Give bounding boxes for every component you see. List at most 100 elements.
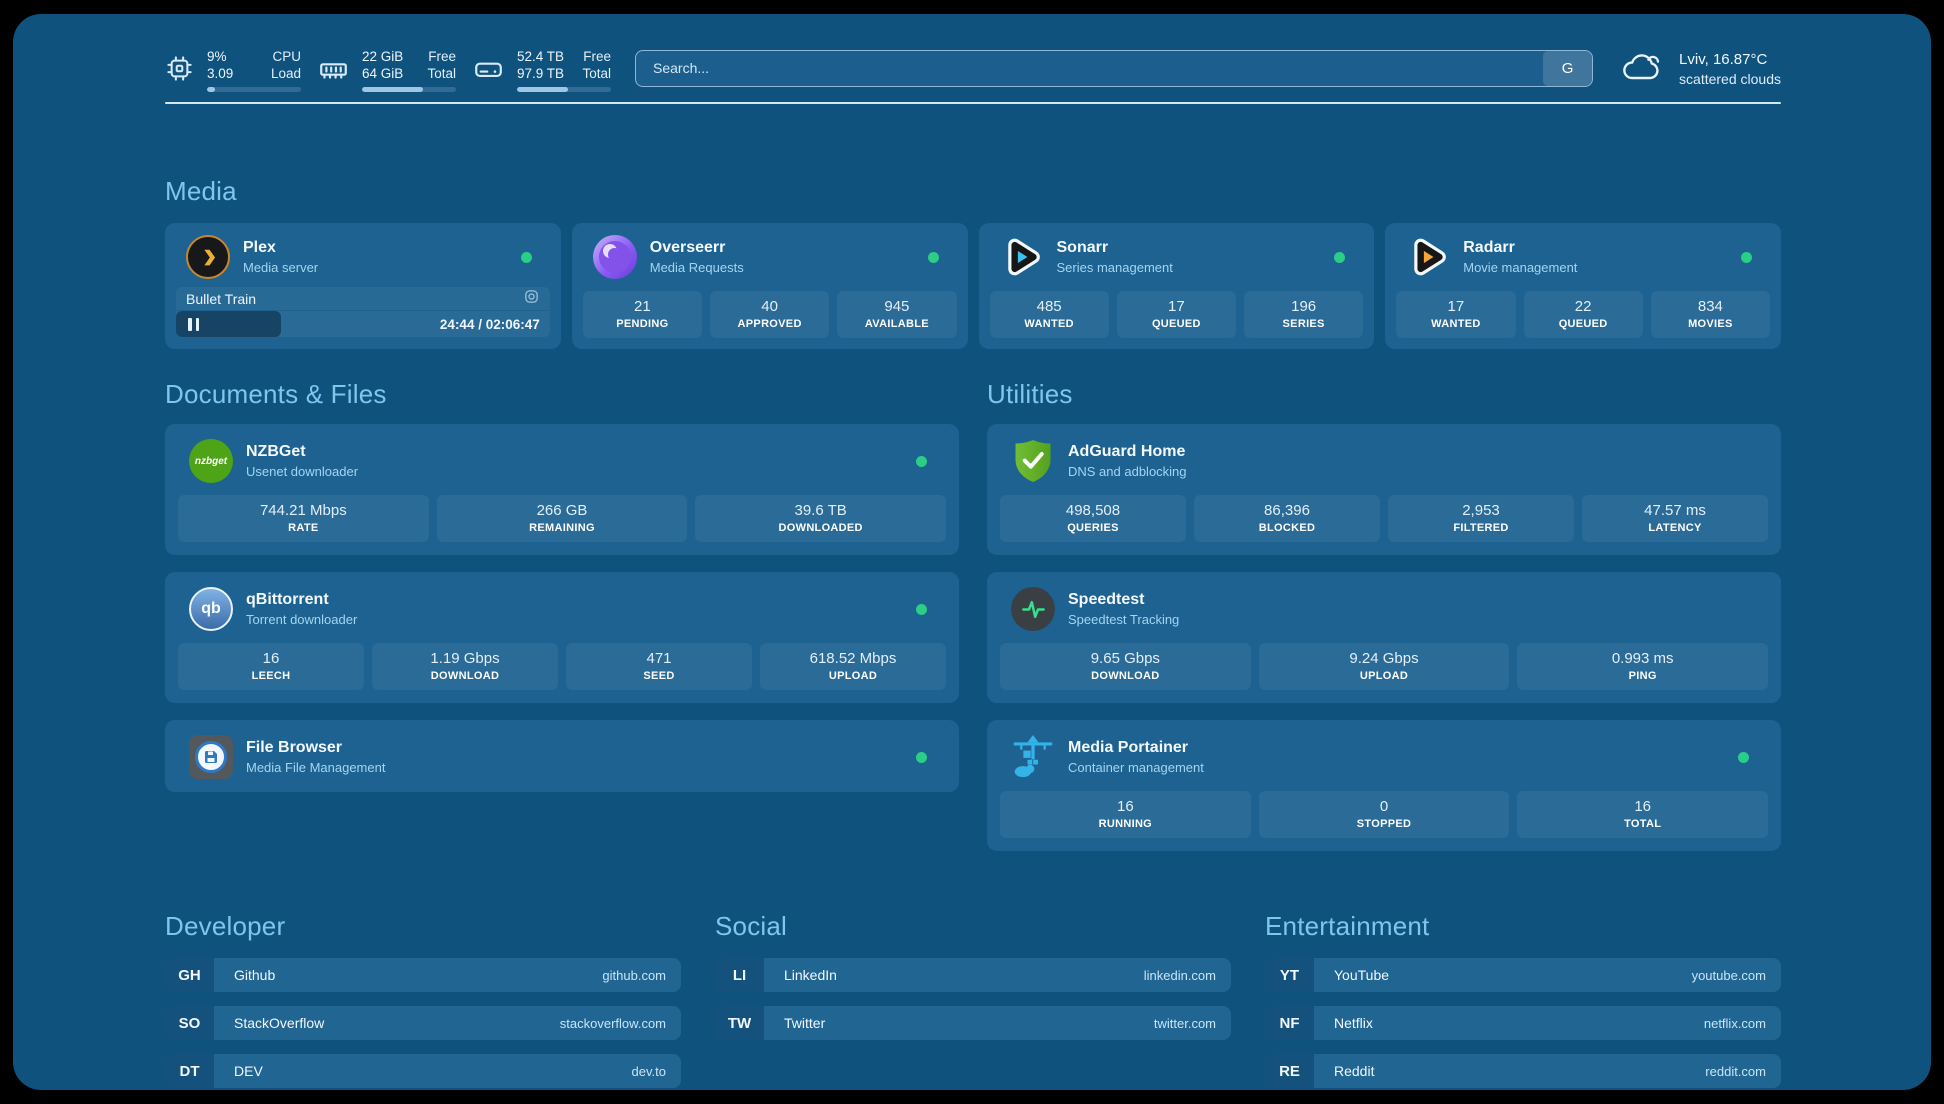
ram-icon — [318, 54, 349, 92]
bookmark-youtube[interactable]: YT YouTube youtube.com — [1265, 958, 1781, 992]
portainer-icon — [1011, 735, 1055, 779]
bookmark-name: Reddit — [1334, 1063, 1375, 1079]
bookmark-domain: netflix.com — [1703, 1015, 1766, 1031]
disk-progress-bar — [517, 87, 611, 92]
playback-progress-fill — [176, 311, 281, 337]
disk-labels: Free Total — [582, 49, 611, 81]
stat-wanted: 485 WANTED — [989, 291, 1109, 338]
status-dot — [1738, 751, 1749, 763]
stat-upload: 9.24 Gbps UPLOAD — [1258, 643, 1510, 690]
app-name: AdGuard Home — [1068, 443, 1186, 460]
section-title-documents: Documents & Files — [165, 379, 387, 409]
dashboard: 9% 3.09 CPU Load — [13, 14, 1931, 1090]
bookmark-name: Netflix — [1334, 1015, 1373, 1031]
radarr-icon — [1406, 235, 1450, 279]
cpu-stat-widget: 9% 3.09 CPU Load — [165, 48, 301, 92]
system-stats: 9% 3.09 CPU Load — [165, 48, 611, 92]
section-title-entertainment: Entertainment — [1265, 911, 1430, 941]
bookmark-abbr: DT — [165, 1054, 214, 1088]
stat-pending: 21 PENDING — [582, 291, 702, 338]
stat-total: 16 TOTAL — [1517, 791, 1769, 838]
status-dot — [520, 251, 532, 263]
app-card-filebrowser[interactable]: File Browser Media File Management — [165, 720, 959, 792]
app-card-sonarr[interactable]: Sonarr Series management 485 WANTED 17 Q… — [978, 223, 1375, 349]
app-name: File Browser — [246, 739, 343, 756]
weather-widget: Lviv, 16.87°C scattered clouds — [1620, 50, 1781, 89]
stat-upload: 618.52 Mbps UPLOAD — [760, 643, 946, 690]
player-settings-icon[interactable] — [523, 288, 540, 310]
search-input[interactable] — [636, 50, 1544, 86]
stat-stopped: 0 STOPPED — [1258, 791, 1510, 838]
stat-download: 9.65 Gbps DOWNLOAD — [1000, 643, 1251, 690]
app-name: Plex — [243, 239, 276, 256]
app-subtitle: Torrent downloader — [246, 612, 358, 627]
bookmark-name: YouTube — [1334, 967, 1390, 983]
bookmark-abbr: GH — [165, 958, 214, 992]
app-name: Radarr — [1463, 239, 1515, 256]
adguard-icon — [1011, 439, 1055, 483]
section-title-developer: Developer — [165, 911, 286, 941]
header: 9% 3.09 CPU Load — [13, 14, 1931, 98]
bookmark-abbr: TW — [715, 1006, 764, 1040]
bookmark-twitter[interactable]: TW Twitter twitter.com — [715, 1006, 1231, 1040]
disk-progress-fill — [517, 87, 568, 92]
ram-stat-widget: 22 GiB 64 GiB Free Total — [318, 48, 456, 92]
app-name: NZBGet — [246, 443, 306, 460]
bookmark-name: Twitter — [784, 1015, 826, 1031]
app-subtitle: Movie management — [1463, 260, 1578, 275]
bookmark-group-developer: Developer GH Github github.com SO StackO… — [165, 911, 681, 1088]
playback-time: 24:44 / 02:06:47 — [439, 316, 540, 332]
app-card-qbittorrent[interactable]: qb qBittorrent Torrent downloader 16 LEE… — [165, 572, 959, 703]
section-title-utilities: Utilities — [987, 379, 1073, 409]
app-card-nzbget[interactable]: nzbget NZBGet Usenet downloader 744.21 M… — [165, 424, 959, 555]
sonarr-icon — [1000, 235, 1044, 279]
bookmark-abbr: YT — [1265, 958, 1314, 992]
app-subtitle: DNS and adblocking — [1068, 464, 1187, 479]
ram-progress-bar — [362, 87, 456, 92]
app-card-portainer[interactable]: Media Portainer Container management 16 … — [987, 720, 1781, 851]
app-card-radarr[interactable]: Radarr Movie management 17 WANTED 22 QUE… — [1385, 223, 1781, 349]
disk-stat-widget: 52.4 TB 97.9 TB Free Total — [473, 48, 611, 92]
bookmark-name: Github — [234, 967, 276, 983]
bookmark-dev[interactable]: DT DEV dev.to — [165, 1054, 681, 1088]
bookmark-domain: youtube.com — [1691, 967, 1766, 983]
stat-download: 1.19 Gbps DOWNLOAD — [372, 643, 558, 690]
bookmark-domain: linkedin.com — [1143, 967, 1216, 983]
ram-values: 22 GiB 64 GiB — [362, 49, 404, 81]
cpu-labels: CPU Load — [270, 49, 301, 81]
app-card-overseerr[interactable]: Overseerr Media Requests 21 PENDING 40 A… — [571, 223, 968, 349]
bookmark-github[interactable]: GH Github github.com — [165, 958, 681, 992]
app-card-adguard[interactable]: AdGuard Home DNS and adblocking 498,508 … — [987, 424, 1781, 555]
stat-queries: 498,508 QUERIES — [1000, 495, 1186, 542]
search-bar: G — [635, 49, 1594, 87]
bookmark-domain: dev.to — [631, 1063, 666, 1079]
app-card-speedtest[interactable]: Speedtest Speedtest Tracking 9.65 Gbps D… — [987, 572, 1781, 703]
weather-condition: scattered clouds — [1679, 70, 1781, 87]
status-dot — [916, 455, 927, 467]
ram-progress-fill — [362, 87, 424, 92]
pause-icon[interactable] — [188, 317, 199, 331]
nzbget-icon: nzbget — [189, 439, 233, 483]
bookmark-stackoverflow[interactable]: SO StackOverflow stackoverflow.com — [165, 1006, 681, 1040]
media-grid: Plex Media server Bullet Train — [165, 223, 1781, 349]
app-name: Media Portainer — [1068, 739, 1189, 756]
status-dot — [916, 603, 927, 615]
search-engine-button[interactable]: G — [1543, 50, 1593, 86]
plex-now-playing: Bullet Train 24:44 / 02:06:47 — [176, 287, 550, 337]
stat-seed: 471 SEED — [566, 643, 752, 690]
stat-remaining: 266 GB REMAINING — [436, 495, 688, 542]
bookmark-netflix[interactable]: NF Netflix netflix.com — [1265, 1006, 1781, 1040]
playback-progress-bar: 24:44 / 02:06:47 — [176, 311, 550, 337]
bookmark-linkedin[interactable]: LI LinkedIn linkedin.com — [715, 958, 1231, 992]
stat-available: 945 AVAILABLE — [837, 291, 957, 338]
stat-queued: 22 QUEUED — [1523, 291, 1643, 338]
status-dot — [916, 751, 927, 763]
bookmark-abbr: NF — [1265, 1006, 1314, 1040]
app-name: Sonarr — [1056, 239, 1109, 256]
app-card-plex[interactable]: Plex Media server Bullet Train — [165, 223, 561, 349]
bookmark-reddit[interactable]: RE Reddit reddit.com — [1265, 1054, 1781, 1088]
cpu-icon — [165, 54, 194, 92]
bookmark-domain: github.com — [602, 967, 666, 983]
section-title-media: Media — [165, 176, 237, 206]
app-subtitle: Series management — [1056, 260, 1173, 275]
